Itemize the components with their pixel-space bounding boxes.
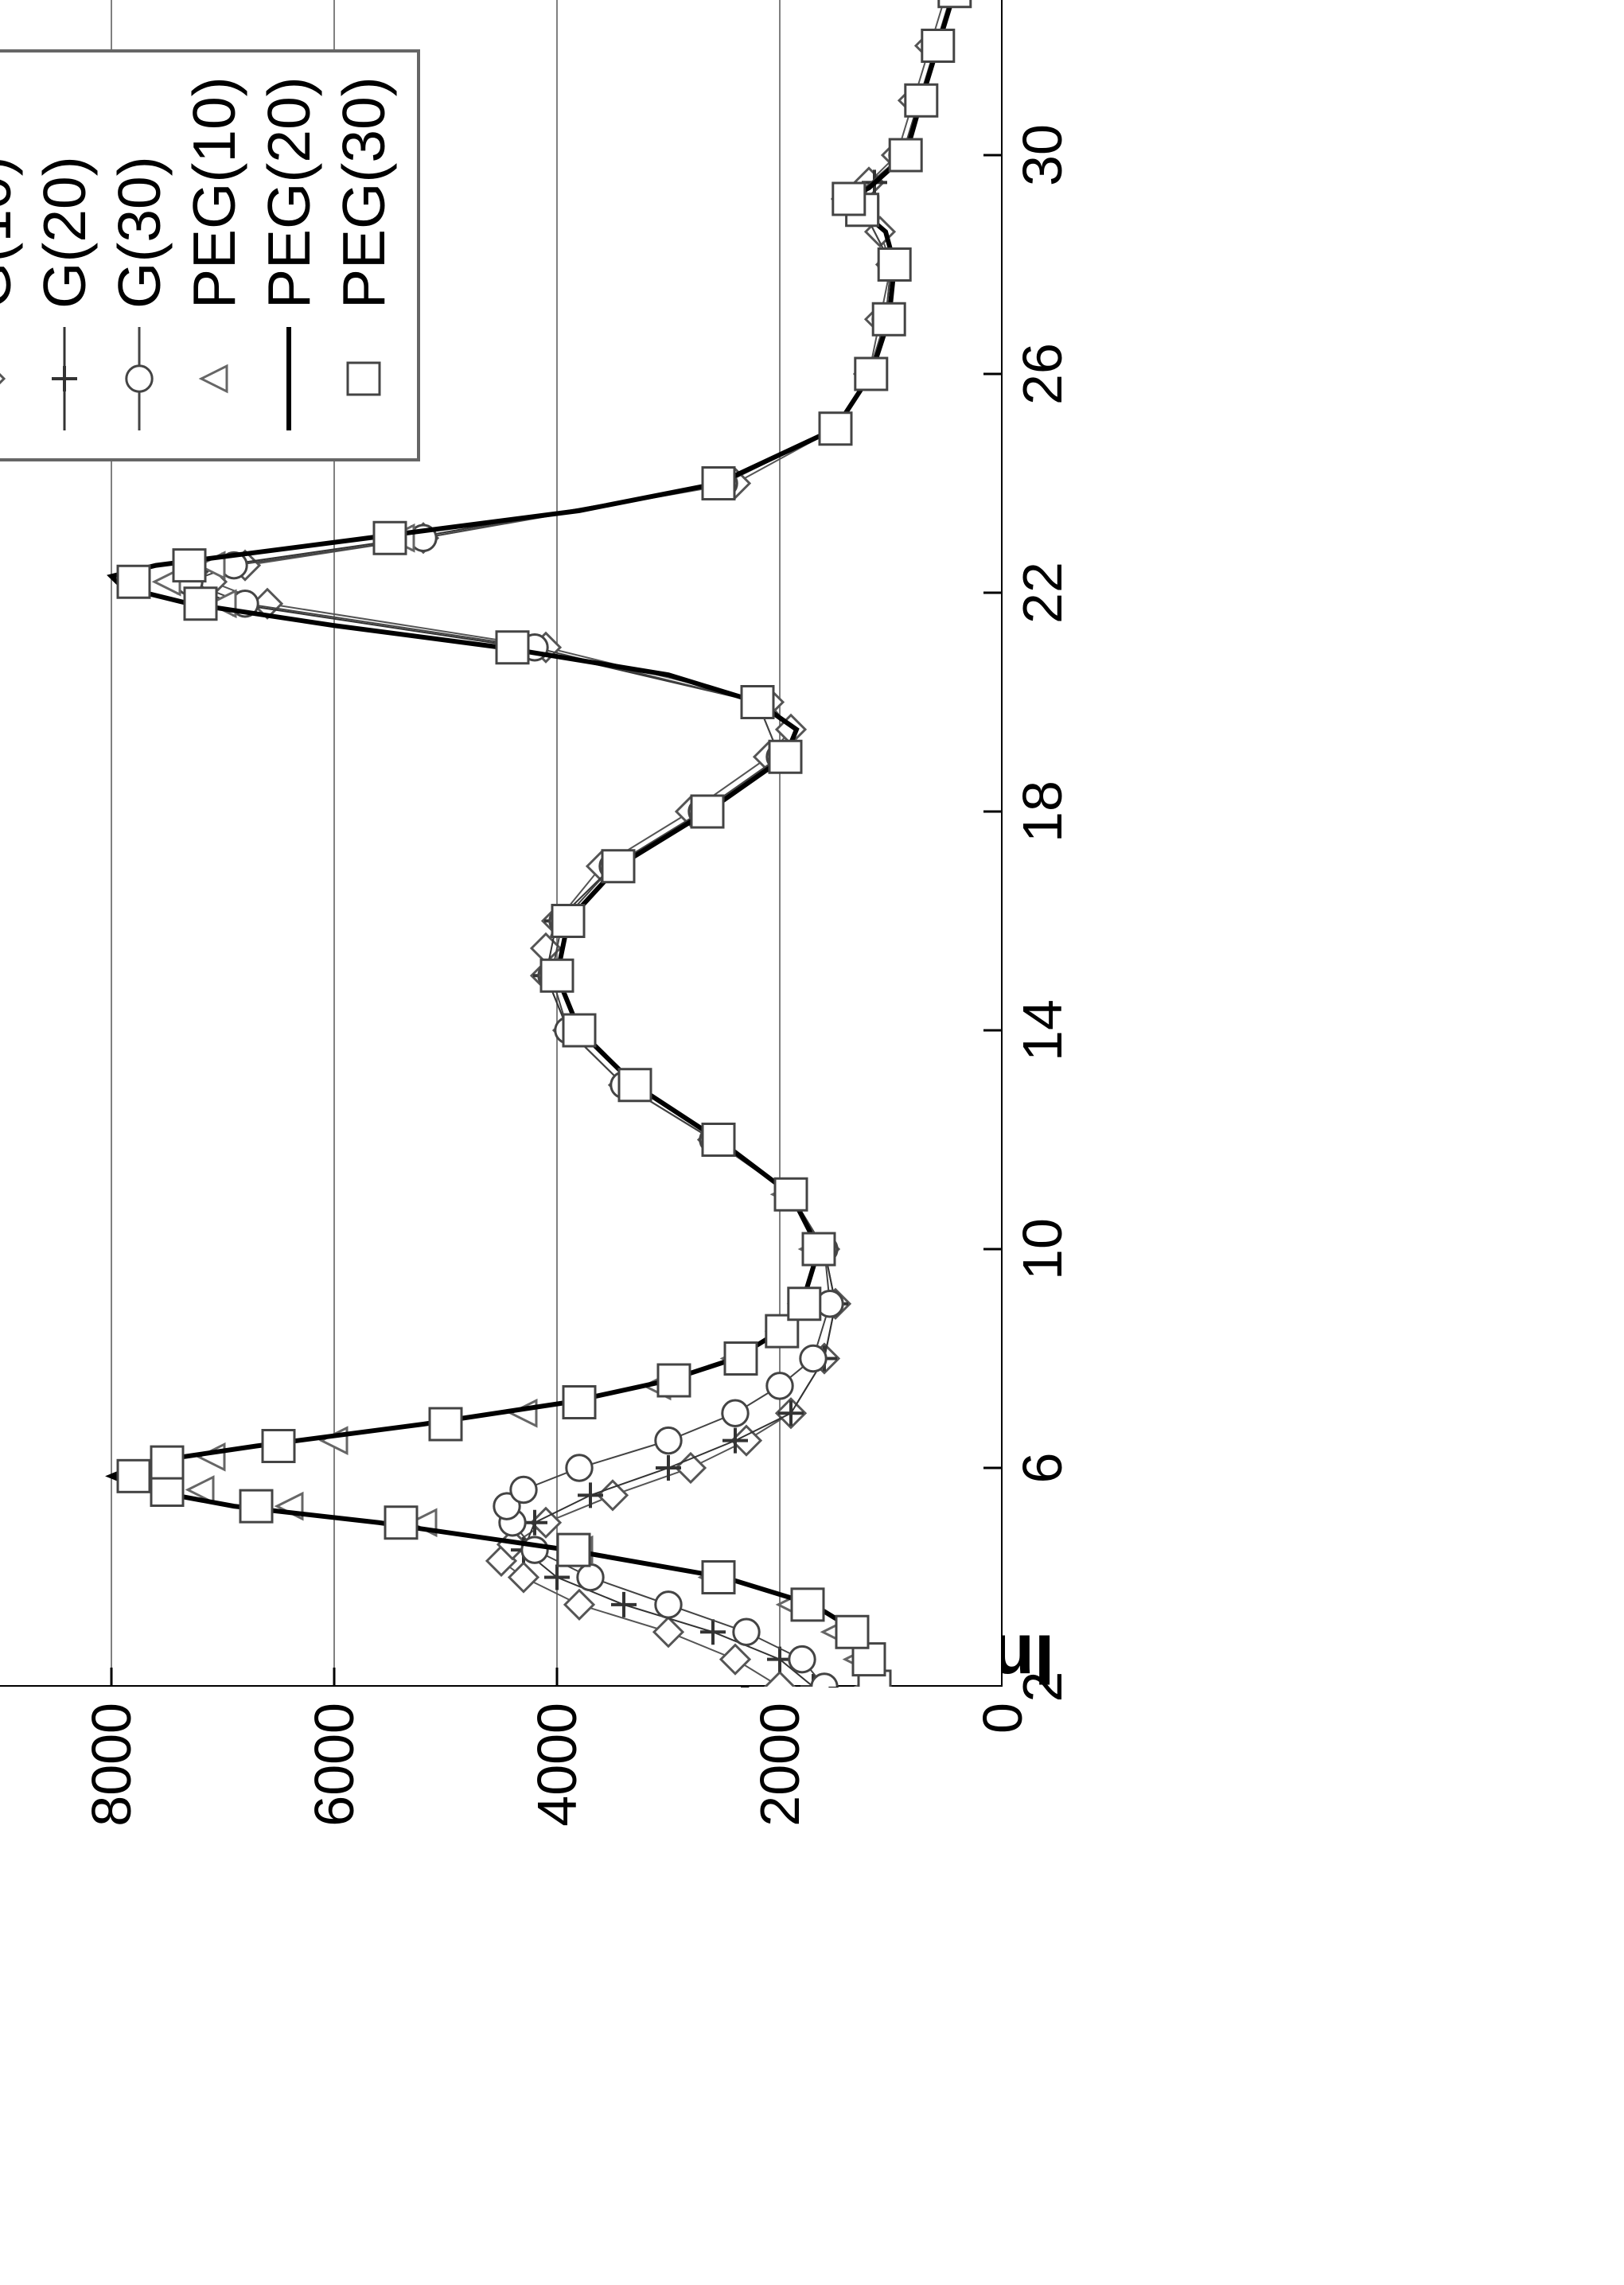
x-tick-label: 2 — [1011, 1647, 1074, 1726]
x-tick-label: 22 — [1011, 553, 1074, 633]
legend-label: PEG(30) — [329, 76, 398, 309]
y-tick-label: 0 — [971, 1703, 1034, 1862]
legend-label: G(20) — [30, 156, 99, 309]
x-tick-label: 10 — [1011, 1209, 1074, 1289]
legend-row: G(30) — [102, 76, 177, 434]
legend-label: G(10) — [0, 156, 24, 309]
x-tick-label: 6 — [1011, 1428, 1074, 1508]
legend-swatch — [45, 323, 84, 434]
legend-row: PEG(10) — [177, 76, 251, 434]
legend-swatch — [269, 323, 309, 434]
legend-row: PEG(20) — [251, 76, 326, 434]
legend-swatch — [344, 323, 384, 434]
chart-container: Intensity/cps Angle /o2Θ 020004000600080… — [0, 477, 1624, 1830]
x-tick-label: 14 — [1011, 991, 1074, 1070]
legend-label: PEG(20) — [255, 76, 323, 309]
y-tick-label: 4000 — [525, 1703, 589, 1862]
legend-label: G(30) — [105, 156, 173, 309]
legend-row: G(20) — [27, 76, 102, 434]
page: Fig. 1 Intensity/cps Angle /o2Θ 02000400… — [0, 0, 1624, 2285]
legend-swatch — [0, 323, 10, 434]
x-tick-label: 30 — [1011, 115, 1074, 195]
legend-row: G(10) — [0, 76, 27, 434]
y-tick-label: 8000 — [80, 1703, 143, 1862]
legend-label: PEG(10) — [180, 76, 248, 309]
legend: G(10)G(20)G(30)PEG(10)PEG(20)PEG(30) — [0, 49, 420, 461]
legend-swatch — [119, 323, 159, 434]
y-tick-label: 6000 — [302, 1703, 366, 1862]
x-tick-label: 26 — [1011, 334, 1074, 414]
legend-row: PEG(30) — [326, 76, 401, 434]
legend-swatch — [194, 323, 234, 434]
x-tick-label: 18 — [1011, 772, 1074, 851]
y-tick-label: 2000 — [748, 1703, 812, 1862]
